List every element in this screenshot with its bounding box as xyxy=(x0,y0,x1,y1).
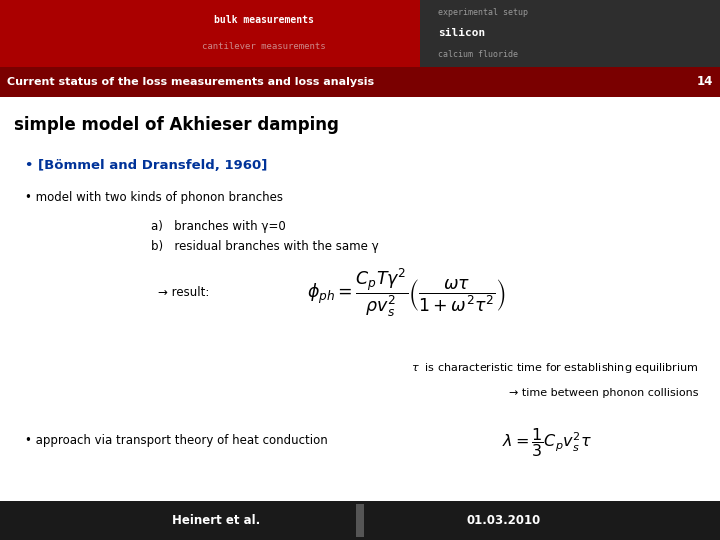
Text: bulk measurements: bulk measurements xyxy=(214,15,314,25)
Text: • model with two kinds of phonon branches: • model with two kinds of phonon branche… xyxy=(25,191,283,204)
Text: Heinert et al.: Heinert et al. xyxy=(172,514,260,527)
Bar xyxy=(0,67,720,97)
Text: silicon: silicon xyxy=(438,29,485,38)
Text: → result:: → result: xyxy=(158,286,210,299)
Bar xyxy=(0,0,420,67)
Text: simple model of Akhieser damping: simple model of Akhieser damping xyxy=(14,116,339,133)
Text: → time between phonon collisions: → time between phonon collisions xyxy=(509,388,698,399)
Text: a)   branches with γ=0: a) branches with γ=0 xyxy=(151,220,286,233)
Text: Current status of the loss measurements and loss analysis: Current status of the loss measurements … xyxy=(7,77,374,87)
Text: • approach via transport theory of heat conduction: • approach via transport theory of heat … xyxy=(25,434,328,447)
Bar xyxy=(420,0,720,67)
Text: experimental setup: experimental setup xyxy=(438,8,528,17)
Text: calcium fluoride: calcium fluoride xyxy=(438,50,518,59)
Text: 14: 14 xyxy=(696,75,713,89)
Text: • [Bömmel and Dransfeld, 1960]: • [Bömmel and Dransfeld, 1960] xyxy=(25,159,268,172)
Bar xyxy=(0,501,720,540)
Text: 01.03.2010: 01.03.2010 xyxy=(467,514,541,527)
Text: cantilever measurements: cantilever measurements xyxy=(202,42,325,51)
Text: $\lambda = \dfrac{1}{3}C_p v_s^2 \tau$: $\lambda = \dfrac{1}{3}C_p v_s^2 \tau$ xyxy=(502,426,593,459)
Text: $\phi_{ph} = \dfrac{C_p T\gamma^2}{\rho v_s^2}\left(\dfrac{\omega\tau}{1+\omega^: $\phi_{ph} = \dfrac{C_p T\gamma^2}{\rho … xyxy=(307,267,506,319)
Bar xyxy=(356,504,364,537)
Text: b)   residual branches with the same γ: b) residual branches with the same γ xyxy=(151,240,379,253)
Text: $\tau$  is characteristic time for establishing equilibrium: $\tau$ is characteristic time for establ… xyxy=(411,361,698,375)
